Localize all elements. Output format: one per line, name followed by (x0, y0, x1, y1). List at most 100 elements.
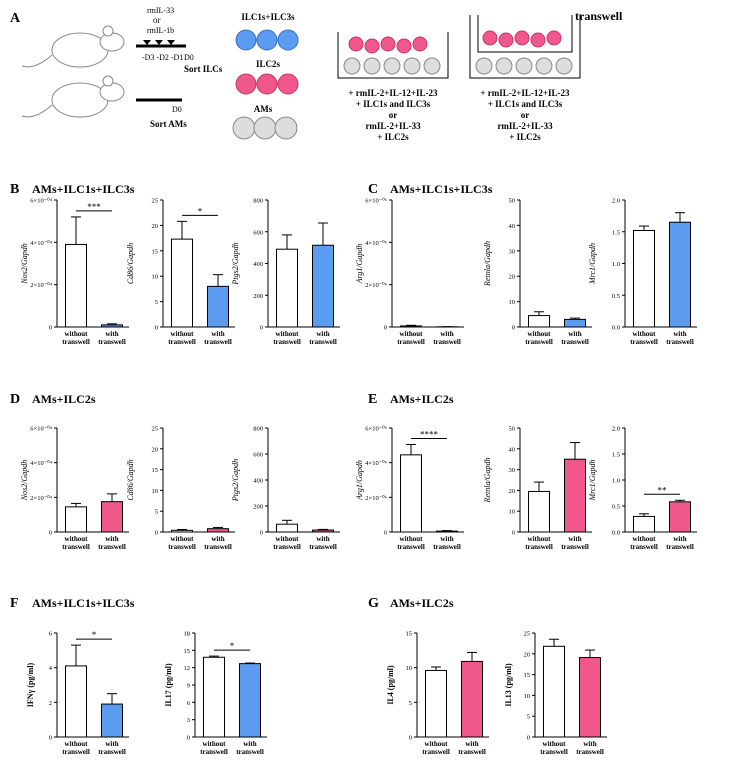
y-tick-label: 4×10⁻⁰⁶ (365, 459, 387, 467)
error-bar (71, 216, 81, 245)
bar (400, 325, 422, 328)
y-tick-label: 200 (253, 504, 263, 511)
treatment: or (153, 15, 161, 25)
x-tick-label: with (316, 535, 329, 543)
bar (171, 238, 193, 328)
y-tick-label: 5 (155, 509, 158, 516)
x-tick-label: transwell (397, 338, 425, 346)
x-tick-label: with (440, 330, 453, 338)
error-bar (71, 644, 81, 666)
y-tick-label: 50 (509, 426, 516, 433)
bar (65, 506, 87, 533)
x-tick-label: transwell (433, 338, 461, 346)
bar (669, 501, 691, 533)
bar (633, 229, 655, 328)
panel-letter: C (368, 182, 378, 197)
y-tick-label: 5 (155, 299, 158, 306)
bar (65, 665, 87, 738)
error-bar (675, 499, 685, 502)
x-tick-label: transwell (204, 543, 232, 551)
days: -D3 -D2 -D1 (142, 53, 183, 62)
mouse-icon (21, 75, 125, 118)
y-tick-label: 6×10⁻⁰⁴ (30, 197, 52, 205)
y-tick-label: 0 (512, 530, 515, 537)
y-tick-label: 10 (509, 299, 516, 306)
x-tick-label: with (316, 330, 329, 338)
x-tick-label: transwell (576, 748, 604, 756)
significance: **** (420, 429, 439, 439)
y-tick-label: 10 (524, 693, 531, 700)
x-tick-label: transwell (309, 543, 337, 551)
x-tick-label: transwell (422, 748, 450, 756)
sort-label: Sort AMs (150, 119, 187, 129)
y-tick-label: 18 (184, 631, 191, 638)
error-bar (213, 274, 223, 287)
x-tick-label: without (543, 740, 567, 748)
x-tick-label: transwell (236, 748, 264, 756)
error-bar (318, 222, 328, 246)
y-tick-label: 0 (512, 325, 515, 332)
condition-line: + ILC1s and ILC3s (356, 99, 431, 109)
y-tick-label: 0 (49, 530, 52, 537)
bar (528, 490, 550, 533)
significance: *** (87, 202, 101, 212)
y-tick-label: 6 (49, 631, 53, 638)
error-bar (675, 212, 685, 223)
y-tick-label: 400 (253, 478, 263, 485)
x-tick-label: with (211, 535, 224, 543)
y-tick-label: 15 (152, 248, 159, 255)
x-tick-label: without (425, 740, 449, 748)
am-cells (232, 116, 298, 140)
x-tick-label: transwell (168, 338, 196, 346)
well-right (469, 15, 581, 79)
y-axis-label: Ptgs2/Gapdh (231, 459, 240, 502)
y-tick-label: 15 (406, 631, 413, 638)
panel-title: AMs+ILC2s (390, 596, 454, 610)
y-tick-label: 0 (527, 735, 530, 742)
y-tick-label: 15 (524, 672, 531, 679)
y-axis-label: IL17 (pg/ml) (164, 663, 173, 707)
y-tick-label: 2×10⁻⁰⁴ (30, 281, 52, 289)
ilc2-cells (235, 73, 299, 95)
y-tick-label: 20 (509, 488, 516, 495)
conditions: + rmIL-2+IL-12+IL-23+ ILC1s and ILC3sorr… (348, 88, 438, 142)
y-tick-label: 800 (253, 198, 263, 205)
y-axis-label: Nos2/Gapdh (20, 460, 29, 501)
y-tick-label: 25 (524, 631, 531, 638)
y-tick-label: 1.0 (612, 261, 620, 268)
bar (579, 657, 601, 738)
x-tick-label: without (400, 330, 424, 338)
error-bar (209, 655, 219, 658)
y-tick-label: 6×10⁻⁰⁴ (30, 425, 52, 433)
y-tick-label: 400 (253, 261, 263, 268)
bar (171, 529, 193, 533)
error-bar (534, 481, 544, 492)
bar (564, 318, 586, 328)
bar (101, 501, 123, 533)
y-tick-label: 2×10⁻⁰⁶ (365, 494, 387, 502)
condition-line: + rmIL-2+IL-12+IL-23 (480, 88, 570, 98)
error-bar (442, 530, 452, 532)
error-bar (71, 502, 81, 507)
condition-line: rmIL-2+IL-33 (365, 121, 421, 131)
error-bar (282, 519, 292, 525)
y-tick-label: 20 (524, 651, 531, 658)
x-tick-label: without (633, 535, 657, 543)
bar (528, 315, 550, 328)
x-tick-label: transwell (200, 748, 228, 756)
x-tick-label: without (65, 740, 89, 748)
error-bar (431, 666, 441, 671)
y-tick-label: 1.0 (612, 478, 620, 485)
bar (203, 656, 225, 738)
condition-line: + ILC2s (377, 132, 409, 142)
x-tick-label: transwell (168, 543, 196, 551)
x-tick-label: transwell (525, 543, 553, 551)
x-tick-label: with (465, 740, 478, 748)
y-tick-label: 2 (49, 700, 52, 707)
y-tick-label: 20 (152, 446, 159, 453)
bar (101, 703, 123, 738)
x-tick-label: with (105, 535, 118, 543)
y-axis-label: Cd86/Gapdh (126, 243, 135, 284)
y-tick-label: 0 (49, 735, 52, 742)
